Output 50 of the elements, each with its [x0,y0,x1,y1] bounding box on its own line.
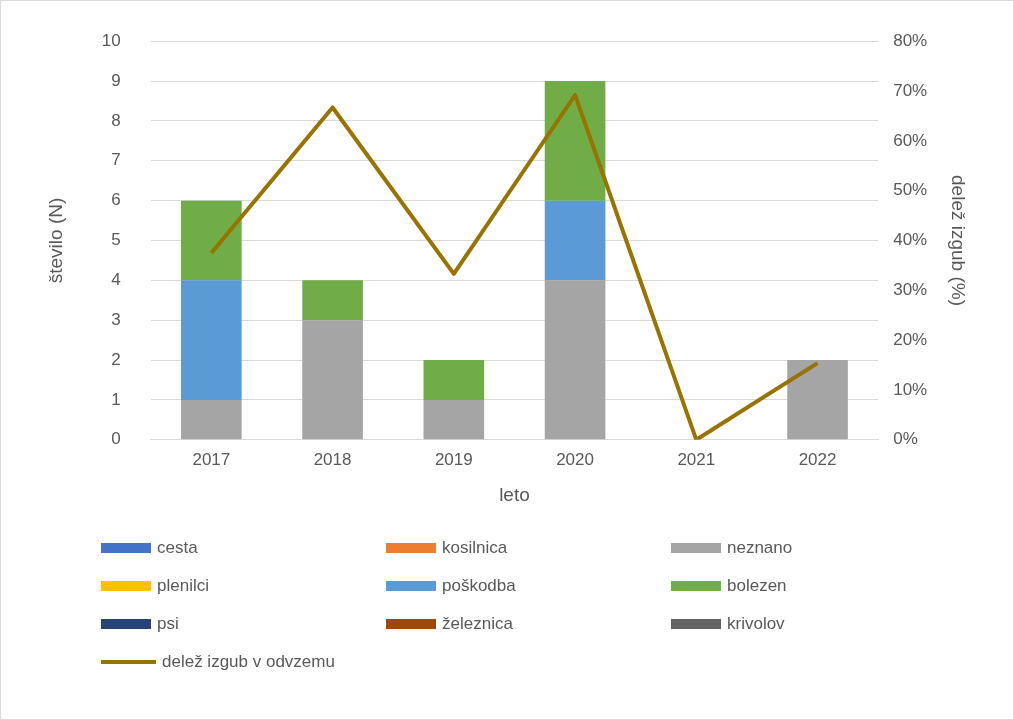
x-axis-title: leto [499,483,530,505]
y2-tick-label: 50% [893,180,928,200]
legend-label: delež izgub v odvzemu [162,652,335,672]
x-tick-label: 2018 [313,449,352,469]
bar [181,399,242,440]
y-tick-label: 5 [111,230,121,250]
y-tick-label: 10 [101,30,121,50]
bar [302,280,363,321]
bar [544,81,606,201]
y2-tick-label: 40% [893,230,928,250]
y-tick-label: 1 [111,389,121,409]
y2-axis-title: delež izgub (%) [948,175,970,306]
bar [181,200,242,281]
y2-tick-label: 0% [893,429,918,449]
bar [544,280,606,440]
y-axis-title: število (N) [44,197,66,284]
bar [423,360,485,400]
bar [787,360,848,440]
y-tick-label: 8 [111,110,121,130]
bar [181,280,242,400]
legend-label: cesta [157,538,198,558]
legend-label: bolezen [727,576,787,596]
y2-tick-label: 30% [893,280,928,300]
x-tick-label: 2020 [556,449,594,469]
y-tick-label: 3 [111,309,121,329]
x-tick-label: 2022 [798,449,837,469]
legend-label: neznano [727,538,793,558]
y-tick-label: 0 [111,429,121,449]
y-tick-label: 4 [111,270,121,290]
bar [544,200,606,281]
y2-tick-label: 80% [893,30,928,50]
legend-label: poškodba [442,576,516,596]
x-tick-label: 2019 [434,449,473,469]
bar [302,320,363,440]
x-tick-label: 2017 [192,449,231,469]
y2-tick-label: 70% [893,80,928,100]
y2-tick-label: 20% [893,329,928,349]
y-tick-label: 7 [111,150,121,170]
y-tick-label: 6 [111,190,121,210]
y2-tick-label: 60% [893,130,928,150]
y-tick-label: 2 [111,349,121,369]
legend-label: psi [157,614,179,634]
y-tick-label: 9 [111,70,121,90]
legend-label: plenilci [157,576,209,596]
x-tick-label: 2021 [677,449,716,469]
legend-label: kosilnica [442,538,508,558]
legend-label: železnica [442,614,513,634]
legend-label: krivolov [727,614,785,634]
bar [423,399,485,440]
y2-tick-label: 10% [893,379,928,399]
